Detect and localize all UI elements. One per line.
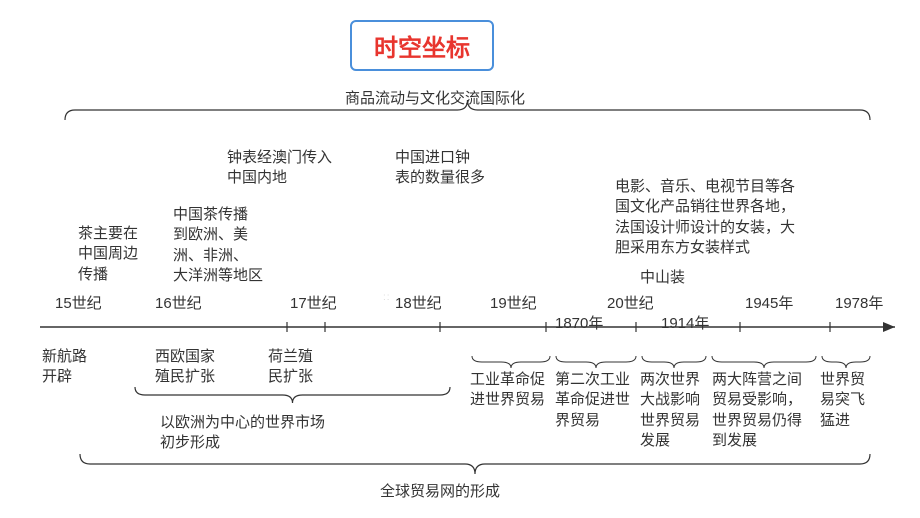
below-annotation: 新航路 开辟 [42,347,87,388]
below-annotation: 两次世界 大战影响 世界贸易 发展 [640,370,700,451]
axis-subtick-label: 1870年 [555,312,603,333]
below-annotation: 工业革命促 进世界贸易 [470,370,545,411]
annotation: 中国进口钟 表的数量很多 [395,148,485,189]
below-annotation: 世界贸 易突飞 猛进 [820,370,865,431]
below-annotation: 荷兰殖 民扩张 [268,347,313,388]
axis-tick-label: 16世纪 [155,292,202,313]
watermark: :: [383,292,391,303]
axis-tick-label: 1978年 [835,292,883,313]
axis-tick-label: 15世纪 [55,292,102,313]
axis-tick-label: 18世纪 [395,292,442,313]
axis-tick-label: 20世纪 [607,292,654,313]
axis-tick-label: 17世纪 [290,292,337,313]
top-brace-label: 商品流动与文化交流国际化 [345,87,525,108]
axis-tick-label: 19世纪 [490,292,537,313]
annotation: 中国茶传播 到欧洲、美 洲、非洲、 大洋洲等地区 [173,205,263,286]
annotation: 钟表经澳门传入 中国内地 [227,148,332,189]
axis-tick-label: 1945年 [745,292,793,313]
annotation: 中山装 [640,268,685,288]
annotation: 茶主要在 中国周边 传播 [78,224,138,285]
below-annotation: 西欧国家 殖民扩张 [155,347,215,388]
mid-brace-label: 以欧洲为中心的世界市场 初步形成 [160,413,325,454]
bottom-brace-label: 全球贸易网的形成 [380,480,500,501]
below-annotation: 第二次工业 革命促进世 界贸易 [555,370,630,431]
annotation: 电影、音乐、电视节目等各 国文化产品销往世界各地， 法国设计师设计的女装，大 胆… [615,177,795,258]
below-annotation: 两大阵营之间 贸易受影响， 世界贸易仍得 到发展 [712,370,802,451]
axis-subtick-label: 1914年 [661,312,709,333]
